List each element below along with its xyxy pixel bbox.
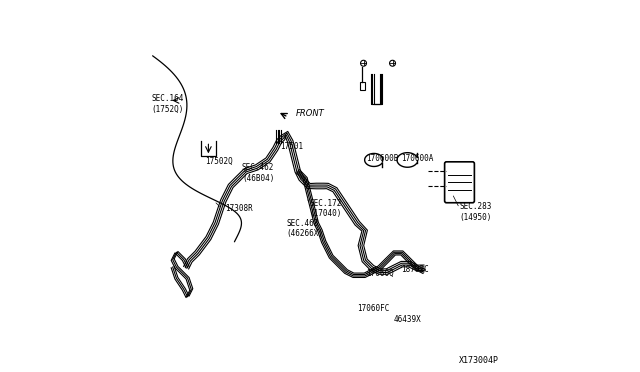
Text: 17060Q: 17060Q [367,269,394,278]
Text: 17502Q: 17502Q [205,157,232,166]
Text: FRONT: FRONT [296,109,324,118]
Text: 46439X: 46439X [394,315,421,324]
Text: 17308R: 17308R [225,204,253,213]
Text: 17501: 17501 [280,142,303,151]
Text: 170600B: 170600B [367,154,399,163]
Text: SEC.468
(46266X): SEC.468 (46266X) [287,219,323,238]
FancyBboxPatch shape [360,82,365,90]
Text: 170600A: 170600A [401,154,433,163]
Text: 17060FC: 17060FC [357,304,390,313]
Text: SEC.172
(17040): SEC.172 (17040) [310,199,342,218]
FancyBboxPatch shape [445,162,474,203]
Text: SEC.462
(46B04): SEC.462 (46B04) [242,163,275,183]
Text: SEC.283
(14950): SEC.283 (14950) [460,202,492,222]
Text: X173004P: X173004P [458,356,499,365]
Text: SEC.164
(1752Q): SEC.164 (1752Q) [152,94,184,114]
Text: 18792C: 18792C [401,265,429,274]
